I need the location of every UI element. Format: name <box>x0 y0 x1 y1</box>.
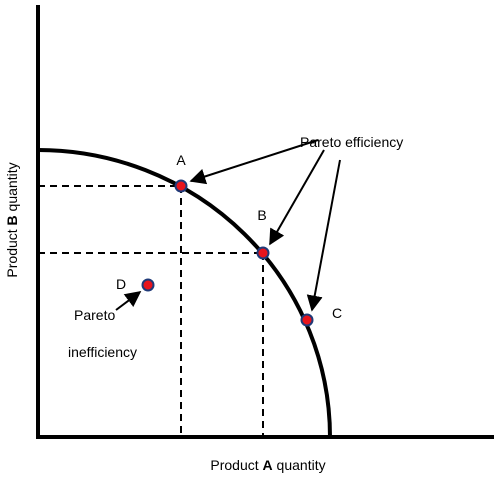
efficiency-label: Pareto efficiency <box>300 134 403 150</box>
inefficiency-label: inefficiency <box>68 344 137 360</box>
point <box>174 179 188 193</box>
label-part: quantity <box>273 457 326 473</box>
point-label: C <box>332 305 342 321</box>
frontier-curve <box>37 148 332 438</box>
arrow <box>189 139 319 185</box>
label-part: Product <box>4 225 20 277</box>
point <box>256 246 270 260</box>
label-part: B <box>4 215 20 225</box>
point-label: D <box>116 276 126 292</box>
point-label: A <box>176 152 186 168</box>
y-axis-label: Product B quantity <box>4 162 20 277</box>
point <box>141 278 155 292</box>
point-label: B <box>257 207 266 223</box>
inefficiency-label: Pareto <box>74 307 115 323</box>
arrow <box>115 291 142 311</box>
label-part: A <box>263 457 273 473</box>
label-part: Product <box>210 457 262 473</box>
arrow <box>269 149 325 246</box>
arrow <box>306 159 341 312</box>
x-axis-label: Product A quantity <box>210 457 325 473</box>
point <box>300 313 314 327</box>
label-part: quantity <box>4 162 20 215</box>
